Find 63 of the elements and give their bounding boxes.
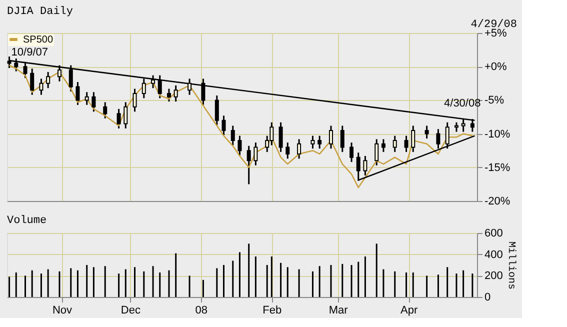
- candlestick: [39, 78, 44, 96]
- y-tick-label: +5%: [484, 28, 508, 40]
- candlestick: [57, 64, 62, 82]
- x-tick-label: Dec: [120, 304, 141, 316]
- y-tick-label: 600: [484, 228, 503, 240]
- candlestick: [84, 91, 89, 106]
- candlestick: [116, 108, 121, 130]
- candlestick: [411, 124, 416, 153]
- candlestick: [278, 122, 283, 153]
- candlestick: [124, 101, 128, 130]
- candlestick: [340, 124, 344, 153]
- candlestick: [363, 155, 368, 176]
- candlestick: [424, 124, 429, 140]
- annotation: 10/9/07: [11, 46, 48, 59]
- x-tick-label: Apr: [400, 304, 418, 316]
- candlestick: [310, 135, 315, 150]
- x-tick-label: Mar: [328, 304, 348, 316]
- candlestick: [92, 91, 96, 112]
- candlestick: [166, 88, 171, 102]
- y-tick-label: -20%: [484, 196, 510, 208]
- candlestick: [381, 138, 386, 153]
- candlestick: [142, 78, 146, 99]
- candlestick: [230, 124, 235, 146]
- candlestick: [158, 74, 162, 99]
- x-tick-label: Nov: [52, 304, 73, 316]
- candlestick: [68, 64, 73, 92]
- candlestick: [46, 71, 50, 89]
- y-axis-title: Millions: [504, 241, 517, 290]
- candlestick: [76, 81, 80, 106]
- y-tick-label: -5%: [484, 94, 504, 107]
- y-tick-label: -10%: [484, 128, 510, 140]
- y-tick-label: -15%: [484, 162, 510, 174]
- candlestick: [132, 88, 137, 112]
- candlestick: [404, 135, 408, 153]
- legend-label: SP500: [23, 34, 54, 46]
- chart-title: DJIA Daily: [7, 6, 74, 18]
- candlestick: [297, 138, 302, 160]
- candlestick: [350, 142, 354, 163]
- candlestick: [188, 78, 192, 96]
- candlestick: [246, 145, 251, 185]
- candlestick: [151, 74, 156, 89]
- candlestick: [454, 122, 458, 133]
- candlestick: [392, 135, 397, 153]
- candlestick: [30, 68, 34, 96]
- x-tick-label: Feb: [262, 304, 282, 316]
- candlestick: [238, 135, 242, 156]
- x-tick-label: 08: [195, 304, 208, 316]
- candlestick: [103, 101, 108, 120]
- y-tick-label: 200: [484, 270, 503, 282]
- candlestick: [174, 84, 178, 102]
- annotation: 4/30/08: [444, 97, 481, 110]
- candlestick: [374, 138, 379, 166]
- candlestick: [201, 78, 206, 106]
- chart-title: Volume: [7, 215, 47, 227]
- y-tick-label: +0%: [484, 61, 508, 74]
- y-tick-label: 400: [484, 248, 503, 261]
- candlestick: [214, 94, 219, 126]
- candlestick: [318, 135, 322, 150]
- candlestick: [286, 142, 290, 160]
- candlestick: [222, 114, 226, 136]
- candlestick: [254, 142, 258, 166]
- candlestick: [328, 124, 333, 150]
- y-tick-label: 0: [484, 292, 491, 304]
